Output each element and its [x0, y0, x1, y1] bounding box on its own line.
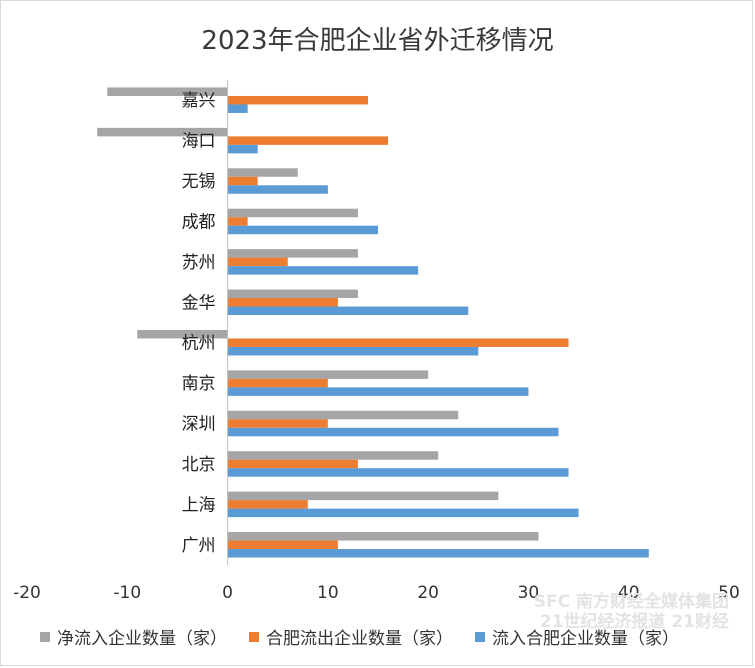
bar-net-4 [227, 249, 358, 258]
bar-inflow-1 [227, 144, 258, 154]
legend-item-inflow: 流入合肥企业数量（家） [475, 624, 679, 649]
watermark-line-1: SFC 南方财经全媒体集团 [533, 592, 729, 612]
bar-outflow-10 [227, 500, 308, 509]
category-label-9: 北京 [182, 455, 216, 475]
category-label-5: 金华 [182, 293, 216, 313]
bar-outflow-5 [227, 298, 338, 307]
bar-net-7 [227, 370, 429, 379]
category-label-3: 成都 [182, 212, 216, 232]
bar-inflow-6 [227, 346, 479, 356]
x-tick-label-2: 0 [222, 583, 233, 603]
bar-inflow-0 [227, 104, 248, 113]
bar-inflow-9 [227, 468, 569, 477]
bar-outflow-2 [227, 176, 258, 186]
bar-inflow-7 [227, 387, 529, 396]
bar-inflow-10 [227, 508, 579, 518]
x-tick-label-0: -20 [13, 583, 41, 603]
bar-inflow-2 [227, 185, 328, 194]
x-tick-label-4: 20 [417, 583, 439, 603]
bar-outflow-0 [227, 95, 368, 105]
x-tick-label-1: -10 [113, 583, 141, 603]
category-label-4: 苏州 [182, 253, 216, 273]
bar-net-9 [227, 451, 439, 460]
category-label-2: 无锡 [182, 172, 216, 192]
bar-net-10 [227, 491, 499, 501]
legend-item-net: 净流入企业数量（家） [40, 624, 227, 649]
legend: 净流入企业数量（家） 合肥流出企业数量（家） 流入合肥企业数量（家） [40, 624, 679, 649]
bar-outflow-8 [227, 419, 328, 428]
bar-net-5 [227, 289, 358, 299]
x-tick-label-7: 50 [718, 583, 740, 603]
x-tick-label-5: 30 [518, 583, 540, 603]
bar-inflow-5 [227, 306, 469, 316]
bar-net-11 [227, 532, 539, 541]
legend-label-outflow: 合肥流出企业数量（家） [266, 629, 453, 649]
bar-net-1 [97, 127, 228, 137]
bar-inflow-4 [227, 266, 419, 275]
chart-title: 2023年合肥企业省外迁移情况 [201, 26, 554, 56]
bar-net-6 [137, 329, 228, 339]
bar-net-3 [227, 208, 358, 218]
bar-net-8 [227, 410, 459, 420]
watermark-line-2: 21世纪经济报道 21财经 [539, 612, 729, 632]
category-label-6: 杭州 [182, 334, 216, 354]
legend-item-outflow: 合肥流出企业数量（家） [249, 624, 453, 649]
watermark: SFC 南方财经全媒体集团 21世纪经济报道 21财经 [534, 592, 729, 632]
x-tick-label-6: 40 [618, 583, 640, 603]
bar-inflow-8 [227, 427, 559, 437]
legend-swatch-net [40, 631, 50, 642]
bar-net-0 [107, 87, 228, 96]
legend-swatch-outflow [249, 631, 259, 642]
bar-outflow-6 [227, 338, 569, 347]
bar-outflow-9 [227, 459, 358, 469]
category-label-0: 嘉兴 [182, 91, 216, 111]
bar-outflow-7 [227, 378, 328, 388]
bar-outflow-11 [227, 540, 338, 550]
legend-label-inflow: 流入合肥企业数量（家） [492, 629, 679, 649]
category-label-11: 广州 [182, 536, 216, 556]
bar-inflow-11 [227, 549, 649, 558]
x-tick-label-3: 10 [317, 583, 339, 603]
category-label-8: 深圳 [182, 415, 216, 435]
legend-label-net: 净流入企业数量（家） [57, 629, 227, 649]
legend-swatch-inflow [475, 631, 485, 642]
bar-outflow-3 [227, 217, 248, 226]
bar-net-2 [227, 168, 298, 177]
category-label-10: 上海 [182, 495, 216, 515]
bar-outflow-4 [227, 257, 288, 267]
bar-inflow-3 [227, 225, 378, 235]
category-label-1: 海口 [182, 132, 216, 152]
bar-outflow-1 [227, 136, 389, 145]
category-label-7: 南京 [182, 374, 216, 394]
